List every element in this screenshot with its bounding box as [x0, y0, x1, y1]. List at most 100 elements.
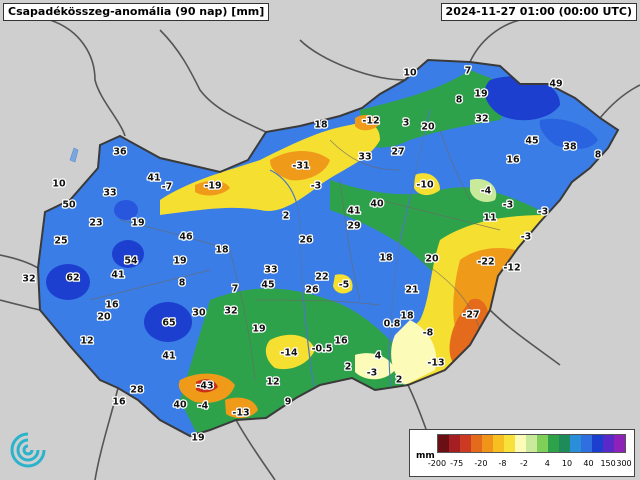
station-value: 11 — [483, 213, 496, 224]
station-value: 65 — [162, 318, 175, 329]
station-value: 18 — [400, 311, 414, 322]
legend-ticks: -200 -75 -20 -8 -2 4 10 40 150 300 — [428, 459, 632, 471]
legend-tick-label: -75 — [450, 459, 464, 468]
station-value: 22 — [315, 272, 328, 283]
station-value: -8 — [423, 328, 434, 339]
station-value: 41 — [111, 270, 124, 281]
station-value: 7 — [465, 66, 472, 77]
station-value: 32 — [22, 274, 35, 285]
station-value: 0.8 — [384, 319, 401, 330]
station-value: 2 — [283, 211, 290, 222]
station-value: 54 — [124, 256, 138, 267]
station-value: 32 — [475, 114, 488, 125]
station-value: 7 — [232, 284, 239, 295]
legend-swatch — [493, 435, 504, 452]
station-value: 26 — [305, 285, 319, 296]
station-value: 41 — [147, 173, 160, 184]
station-value: 12 — [80, 336, 93, 347]
station-value: 25 — [54, 236, 67, 247]
legend-swatch — [449, 435, 460, 452]
station-value: -4 — [198, 401, 209, 412]
station-value: 27 — [391, 147, 404, 158]
station-value: 18 — [379, 253, 393, 264]
station-value: 41 — [347, 206, 360, 217]
station-value: 28 — [130, 385, 144, 396]
station-value: 29 — [347, 221, 360, 232]
station-value: 21 — [405, 285, 418, 296]
legend-tick-label: -200 — [427, 459, 447, 468]
legend-tick-label: -2 — [519, 459, 528, 468]
station-value: 20 — [97, 312, 111, 323]
station-value: -13 — [232, 408, 249, 419]
legend-swatch — [471, 435, 482, 452]
station-value: 16 — [112, 397, 126, 408]
station-value: 49 — [549, 79, 562, 90]
station-value: 16 — [334, 336, 348, 347]
legend-color-bar — [437, 434, 626, 453]
station-value: -43 — [196, 381, 213, 392]
legend-swatch — [548, 435, 559, 452]
legend-swatch — [559, 435, 570, 452]
station-value: 18 — [215, 245, 229, 256]
station-value: 19 — [252, 324, 265, 335]
station-value: 10 — [403, 68, 417, 79]
legend-swatch — [438, 435, 449, 452]
station-value: 10 — [52, 179, 66, 190]
legend-tick-label: -20 — [474, 459, 488, 468]
station-value: -3 — [538, 207, 549, 218]
station-value: 33 — [358, 152, 371, 163]
station-value: 2 — [345, 362, 352, 373]
station-value: 46 — [179, 232, 193, 243]
station-value: -14 — [280, 348, 298, 359]
station-value: 8 — [179, 278, 186, 289]
station-value: 19 — [173, 256, 186, 267]
legend-swatch — [482, 435, 493, 452]
station-value: -4 — [481, 186, 492, 197]
station-value: 36 — [113, 147, 127, 158]
station-value: -3 — [503, 200, 514, 211]
station-value: 45 — [261, 280, 274, 291]
legend-swatch — [515, 435, 526, 452]
legend-tick-label: 4 — [544, 459, 550, 468]
station-value: -31 — [292, 161, 309, 172]
legend-tick-label: 10 — [561, 459, 573, 468]
map-timestamp: 2024-11-27 01:00 (00:00 UTC) — [440, 3, 637, 21]
legend-tick-label: 300 — [616, 459, 632, 468]
station-value: 18 — [314, 120, 328, 131]
station-value: -12 — [503, 263, 520, 274]
station-value: 30 — [192, 308, 206, 319]
station-value: 33 — [264, 265, 277, 276]
map-title: Csapadékösszeg-anomália (90 nap) [mm] — [3, 3, 270, 21]
station-value: -13 — [427, 358, 444, 369]
station-value: 9 — [285, 397, 292, 408]
station-value: -0.5 — [312, 344, 333, 355]
legend-swatch — [460, 435, 471, 452]
station-value: 33 — [103, 188, 116, 199]
legend-swatch — [537, 435, 548, 452]
station-value: -5 — [339, 280, 350, 291]
station-value: 50 — [62, 200, 76, 211]
station-value: -12 — [362, 116, 379, 127]
station-value: -3 — [311, 181, 322, 192]
station-value: 4 — [375, 351, 382, 362]
legend-swatch — [526, 435, 537, 452]
station-value: 62 — [66, 273, 79, 284]
station-value: 19 — [474, 89, 487, 100]
station-value: 40 — [370, 199, 384, 210]
legend-tick-label: -8 — [498, 459, 507, 468]
station-value: 19 — [191, 433, 204, 444]
station-value: -22 — [477, 257, 494, 268]
station-value: 41 — [162, 351, 175, 362]
station-value: 45 — [525, 136, 538, 147]
legend-swatch — [592, 435, 603, 452]
legend-swatch — [603, 435, 614, 452]
station-value: 2 — [396, 375, 403, 386]
station-value: -3 — [521, 232, 532, 243]
station-value: -10 — [416, 180, 434, 191]
station-value: -27 — [462, 310, 479, 321]
station-value: 16 — [506, 155, 520, 166]
station-value: 32 — [224, 306, 237, 317]
station-value: -7 — [162, 182, 173, 193]
